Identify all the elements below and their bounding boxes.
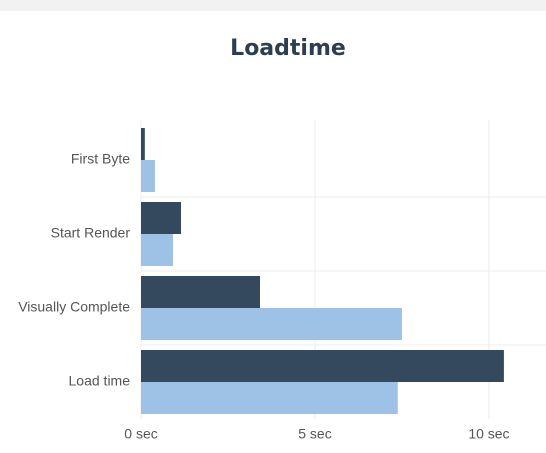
bar [141,128,145,160]
top-band [0,0,546,11]
chart-title: Loadtime [230,36,346,61]
bar [141,202,182,234]
x-tick-label: 0 sec [124,426,157,442]
y-tick-label: Start Render [51,225,131,241]
bar [141,276,260,308]
bar [141,308,402,340]
x-tick-label: 5 sec [298,426,331,442]
bar [141,234,174,266]
bar [141,160,155,192]
bar [141,382,398,414]
y-tick-label: First Byte [71,151,130,167]
y-tick-label: Load time [69,373,131,389]
bar [141,350,504,382]
x-tick-label: 10 sec [468,426,509,442]
y-tick-label: Visually Complete [18,299,130,315]
